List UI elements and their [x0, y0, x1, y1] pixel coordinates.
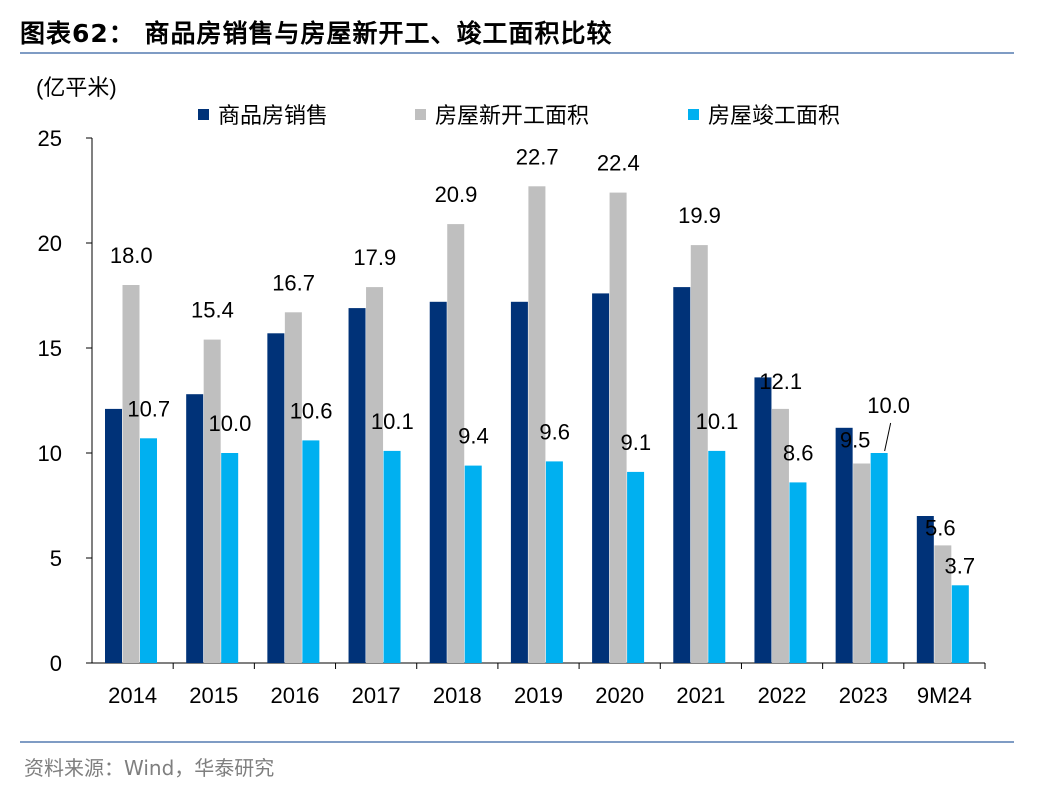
bar-1	[284, 312, 302, 663]
bar-1	[609, 192, 627, 663]
data-label: 17.9	[353, 245, 396, 270]
data-label: 9.1	[621, 430, 652, 455]
bar-2	[870, 453, 888, 663]
data-label: 9.6	[539, 419, 570, 444]
bar-1	[528, 186, 546, 664]
legend-marker	[688, 109, 699, 120]
x-tick-label: 2014	[108, 683, 157, 708]
x-tick-label: 2023	[839, 683, 888, 708]
data-label: 5.6	[925, 515, 956, 540]
legend-marker	[198, 109, 209, 120]
data-label: 9.4	[458, 424, 489, 449]
leader-line	[884, 422, 892, 452]
legend-label: 房屋新开工面积	[435, 104, 589, 129]
bar-0	[267, 333, 285, 663]
data-label: 3.7	[945, 553, 976, 578]
x-tick-label: 2019	[514, 683, 563, 708]
bar-2	[302, 440, 320, 663]
bar-2	[140, 438, 157, 663]
legend-label: 房屋竣工面积	[708, 104, 840, 129]
bar-2	[627, 471, 645, 663]
bar-0	[592, 293, 610, 663]
bar-0	[510, 301, 528, 663]
data-label: 15.4	[191, 298, 234, 323]
bar-0	[186, 394, 204, 663]
x-tick-label: 2018	[433, 683, 482, 708]
bar-0	[105, 408, 122, 663]
bar-0	[673, 287, 691, 663]
y-tick-label: 20	[38, 231, 62, 256]
y-tick-label: 5	[50, 546, 62, 571]
bar-2	[383, 450, 401, 663]
data-label: 12.1	[759, 369, 802, 394]
legend-marker	[415, 109, 426, 120]
x-tick-label: 2015	[189, 683, 238, 708]
data-label: 10.0	[209, 411, 252, 436]
data-label: 20.9	[435, 182, 478, 207]
data-label: 9.5	[840, 428, 871, 453]
bar-2	[708, 450, 726, 663]
y-axis-label: (亿平米)	[36, 75, 117, 100]
chart-title: 图表62： 商品房销售与房屋新开工、竣工面积比较	[20, 19, 613, 48]
x-tick-label: 2022	[758, 683, 807, 708]
bar-1	[366, 287, 384, 663]
bar-0	[835, 427, 853, 663]
bar-1	[122, 285, 140, 663]
bar-2	[464, 465, 482, 663]
source-note: 资料来源：Wind，华泰研究	[24, 756, 275, 780]
bar-2	[789, 482, 807, 663]
bar-1	[447, 224, 465, 663]
data-label: 19.9	[678, 203, 721, 228]
bar-2	[221, 453, 239, 663]
bar-0	[916, 516, 934, 663]
bar-1	[203, 339, 221, 663]
bar-1	[771, 408, 789, 663]
x-tick-label: 2020	[595, 683, 644, 708]
bar-2	[951, 585, 969, 663]
legend-label: 商品房销售	[218, 104, 328, 129]
data-label: 8.6	[783, 440, 814, 465]
data-label: 18.0	[110, 243, 153, 268]
bar-2	[545, 461, 563, 663]
bar-1	[853, 463, 871, 663]
header-divider	[20, 52, 1014, 54]
bar-0	[754, 377, 772, 663]
bar-0	[348, 308, 366, 663]
data-label: 10.6	[290, 398, 333, 423]
data-label: 16.7	[272, 270, 315, 295]
x-tick-label: 2017	[352, 683, 401, 708]
footer-divider	[20, 741, 1014, 743]
x-tick-label: 2021	[676, 683, 725, 708]
y-tick-label: 15	[38, 336, 62, 361]
bar-1	[934, 545, 952, 663]
y-tick-label: 25	[38, 126, 62, 151]
bar-1	[690, 245, 708, 663]
data-label: 10.7	[127, 396, 170, 421]
data-label: 10.0	[867, 393, 910, 418]
y-tick-label: 10	[38, 441, 62, 466]
bar-0	[429, 301, 447, 663]
x-tick-label: 2016	[270, 683, 319, 708]
data-label: 10.1	[696, 409, 739, 434]
y-tick-label: 0	[50, 651, 62, 676]
data-label: 22.7	[516, 144, 559, 169]
data-label: 10.1	[371, 409, 414, 434]
x-tick-label: 9M24	[917, 683, 972, 708]
data-label: 22.4	[597, 151, 640, 176]
